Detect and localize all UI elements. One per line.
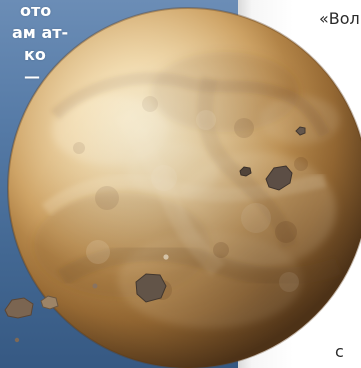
right-page-background: [238, 0, 361, 368]
left-text-line-2: ам ат-: [12, 23, 69, 42]
left-text-line-4: —: [24, 67, 40, 86]
right-page-text-top: «Вол: [319, 9, 360, 28]
right-page-text-bottom: с: [335, 342, 344, 361]
left-text-line-3: ко: [24, 45, 46, 64]
left-text-line-1: ото: [20, 1, 52, 20]
page-fold-shadow: [238, 0, 252, 368]
left-page-text: ото ам ат- ко —: [6, 0, 76, 88]
